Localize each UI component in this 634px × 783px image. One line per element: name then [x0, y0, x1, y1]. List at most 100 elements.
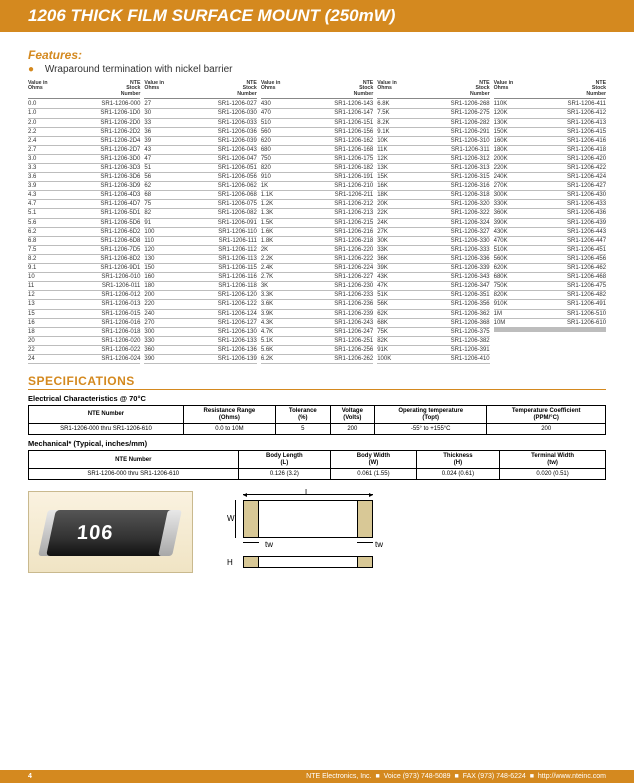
column-header: Value inOhmsNTEStockNumber	[144, 81, 256, 99]
diagram-side-terminal-right	[357, 556, 373, 568]
data-row: 270SR1-1206-127	[144, 319, 256, 328]
data-row: 360KSR1-1206-436	[494, 209, 606, 218]
data-row: 100SR1-1206-110	[144, 228, 256, 237]
data-row: 110KSR1-1206-411	[494, 100, 606, 109]
data-row: 820KSR1-1206-482	[494, 291, 606, 300]
footer-url: http://www.nteinc.com	[538, 773, 606, 780]
resistor-value-table: Value inOhmsNTEStockNumber0.0SR1-1206-00…	[28, 81, 606, 364]
spec-data-cell: SR1-1206-000 thru SR1-1206-610	[29, 469, 239, 480]
diagram-terminal-right	[357, 500, 373, 538]
data-row: 220SR1-1206-122	[144, 300, 256, 309]
data-row: 30KSR1-1206-330	[377, 237, 489, 246]
data-row: 13SR1-1206-013	[28, 300, 140, 309]
mechanical-table: NTE NumberBody Length(L)Body Width(W)Thi…	[28, 450, 606, 480]
data-row: 680SR1-1206-168	[261, 146, 373, 155]
data-row: 4.3KSR1-1206-243	[261, 319, 373, 328]
data-row: 27SR1-1206-027	[144, 100, 256, 109]
data-row: 18KSR1-1206-318	[377, 191, 489, 200]
data-row: 2KSR1-1206-220	[261, 246, 373, 255]
data-row: 620KSR1-1206-462	[494, 264, 606, 273]
data-row: 620SR1-1206-162	[261, 137, 373, 146]
label-H: H	[227, 558, 233, 567]
data-row: 10MSR1-1206-610	[494, 319, 606, 328]
data-row: 3.6SR1-1206-3D6	[28, 173, 140, 182]
spec-header-cell: NTE Number	[29, 406, 184, 424]
label-W: W	[227, 514, 235, 523]
data-row: 24SR1-1206-024	[28, 355, 140, 364]
footer-company: NTE Electronics, Inc.	[306, 773, 371, 780]
data-column: Value inOhmsNTEStockNumber27SR1-1206-027…	[144, 81, 256, 364]
specifications-heading: SPECIFICATIONS	[28, 374, 606, 390]
data-row: 91SR1-1206-091	[144, 219, 256, 228]
data-row: 2.7KSR1-1206-227	[261, 273, 373, 282]
page-title-bar: 1206 THICK FILM SURFACE MOUNT (250mW)	[0, 0, 634, 32]
arrow-tw-left	[243, 542, 259, 543]
data-row: 100KSR1-1206-410	[377, 355, 489, 364]
data-row: 330SR1-1206-133	[144, 337, 256, 346]
data-row: 150SR1-1206-115	[144, 264, 256, 273]
data-row: 120KSR1-1206-412	[494, 109, 606, 118]
data-row: 75SR1-1206-075	[144, 200, 256, 209]
data-row: 1MSR1-1206-510	[494, 310, 606, 319]
arrow-width	[235, 500, 236, 538]
data-row: 160SR1-1206-116	[144, 273, 256, 282]
page-number: 4	[28, 773, 32, 780]
data-row: 300KSR1-1206-430	[494, 191, 606, 200]
data-row: 270KSR1-1206-427	[494, 182, 606, 191]
data-row: 1.3KSR1-1206-213	[261, 209, 373, 218]
data-row: 68KSR1-1206-368	[377, 319, 489, 328]
data-row: 1.8KSR1-1206-218	[261, 237, 373, 246]
spec-header-cell: Body Length(L)	[238, 451, 331, 469]
data-row: 1.1KSR1-1206-211	[261, 191, 373, 200]
data-row: 11KSR1-1206-311	[377, 146, 489, 155]
electrical-heading: Electrical Characteristics @ 70°C	[28, 394, 606, 403]
data-row: 3.6KSR1-1206-236	[261, 300, 373, 309]
data-row: 75KSR1-1206-375	[377, 328, 489, 337]
data-row: 68SR1-1206-068	[144, 191, 256, 200]
data-row: 11SR1-1206-011	[28, 282, 140, 291]
data-row: 12SR1-1206-012	[28, 291, 140, 300]
data-row: 39SR1-1206-039	[144, 137, 256, 146]
data-row: 7.5KSR1-1206-275	[377, 109, 489, 118]
data-row: 2.4KSR1-1206-224	[261, 264, 373, 273]
bullet-icon: ●	[28, 64, 34, 75]
spec-header-cell: Tolerance(%)	[275, 406, 330, 424]
data-row: 39KSR1-1206-339	[377, 264, 489, 273]
column-header: Value inOhmsNTEStockNumber	[261, 81, 373, 99]
data-row: 470KSR1-1206-447	[494, 237, 606, 246]
column-header: Value inOhmsNTEStockNumber	[28, 81, 140, 99]
features-heading: Features:	[28, 48, 606, 62]
data-row: 3.3SR1-1206-3D3	[28, 164, 140, 173]
spec-header-cell: Body Width(W)	[331, 451, 416, 469]
page-footer: 4 NTE Electronics, Inc. ■ Voice (973) 74…	[0, 770, 634, 783]
data-row	[494, 331, 606, 332]
data-row: 4.7SR1-1206-4D7	[28, 200, 140, 209]
data-row: 1KSR1-1206-210	[261, 182, 373, 191]
data-row: 82SR1-1206-082	[144, 209, 256, 218]
spec-header-cell: Temperature Coefficient(PPM/°C)	[487, 406, 606, 424]
diagram-body-top	[243, 500, 373, 538]
data-row: 6.2KSR1-1206-262	[261, 355, 373, 364]
data-column: Value inOhmsNTEStockNumber6.8KSR1-1206-2…	[377, 81, 489, 364]
data-row: 6.8KSR1-1206-268	[377, 100, 489, 109]
spec-data-cell: 200	[487, 424, 606, 435]
data-row: 8.2SR1-1206-8D2	[28, 255, 140, 264]
spec-header-cell: Operating temperature(Topt)	[374, 406, 486, 424]
data-row: 750KSR1-1206-475	[494, 282, 606, 291]
diagram-body-side	[243, 556, 373, 568]
data-row: 4.7KSR1-1206-247	[261, 328, 373, 337]
data-row: 300SR1-1206-130	[144, 328, 256, 337]
data-row: 130KSR1-1206-413	[494, 119, 606, 128]
data-row: 10SR1-1206-010	[28, 273, 140, 282]
data-row: 750SR1-1206-175	[261, 155, 373, 164]
spec-header-cell: Voltage(Volts)	[330, 406, 374, 424]
data-row: 27KSR1-1206-327	[377, 228, 489, 237]
data-row: 33SR1-1206-033	[144, 119, 256, 128]
spec-data-cell: 0.126 (3.2)	[238, 469, 331, 480]
data-row: 2.4SR1-1206-2D4	[28, 137, 140, 146]
data-row: 560KSR1-1206-456	[494, 255, 606, 264]
data-row: 180SR1-1206-118	[144, 282, 256, 291]
data-row: 220KSR1-1206-422	[494, 164, 606, 173]
data-row: 390KSR1-1206-439	[494, 219, 606, 228]
data-row: 120SR1-1206-112	[144, 246, 256, 255]
